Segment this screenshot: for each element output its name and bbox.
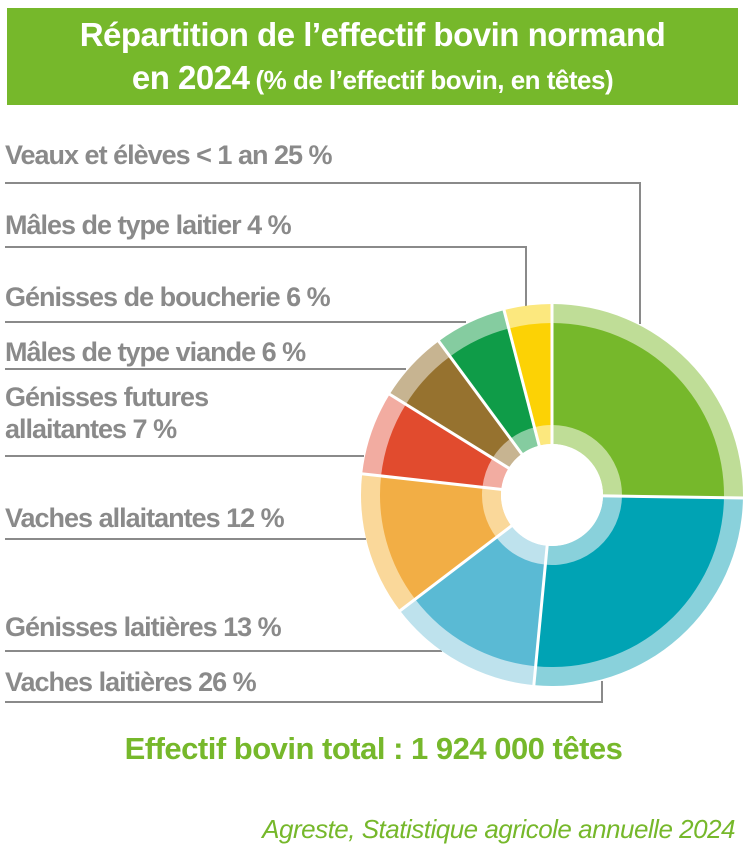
leader-line-veaux-h bbox=[5, 182, 641, 184]
title-year: en 2024 bbox=[131, 58, 250, 96]
donut-segment-genisses-laitieres bbox=[415, 537, 546, 667]
callout-label-males-viande: Mâles de type viande 6 % bbox=[5, 337, 306, 367]
donut-segment-genisses-de-boucherie bbox=[450, 328, 535, 439]
callout-label-veaux: Veaux et élèves < 1 an 25 % bbox=[5, 140, 332, 170]
donut-chart bbox=[360, 302, 745, 688]
donut-segment-males-de-type-laitier bbox=[508, 323, 552, 428]
title-line-2: en 2024 (% de l’effectif bovin, en têtes) bbox=[7, 57, 738, 99]
callout-label-genisses-laitieres: Génisses laitières 13 % bbox=[5, 612, 282, 642]
leader-line-genisses-laitieres-h bbox=[5, 650, 442, 652]
callout-label-genisses-boucherie: Génisses de boucherie 6 % bbox=[5, 282, 331, 312]
leader-line-males-laitier-v bbox=[525, 246, 527, 306]
donut-hole bbox=[501, 444, 603, 546]
donut-segment-veaux-et-eleves-1-an bbox=[552, 323, 724, 498]
leader-line-vaches-laitieres-v bbox=[601, 681, 603, 703]
donut-segment-vaches-allaitantes bbox=[380, 475, 497, 600]
chart-title-banner: Répartition de l’effectif bovin normand … bbox=[7, 8, 738, 105]
leader-line-veaux-v bbox=[639, 182, 641, 324]
leader-line-males-viande-h bbox=[5, 368, 406, 370]
leader-line-vaches-laitieres-h bbox=[5, 701, 603, 703]
title-line-1: Répartition de l’effectif bovin normand bbox=[79, 16, 666, 54]
total-label: Effectif bovin total : 1 924 000 têtes bbox=[124, 731, 623, 766]
callout-label-vaches-laitieres: Vaches laitières 26 % bbox=[5, 667, 257, 697]
donut-segment-vaches-laitieres bbox=[535, 496, 724, 667]
leader-line-males-laitier-h bbox=[5, 246, 527, 248]
callout-label-genisses-futures: Génisses futures allaitantes 7 % bbox=[5, 382, 209, 445]
callout-label-males-laitier: Mâles de type laitier 4 % bbox=[5, 210, 292, 240]
title-subtitle: (% de l’effectif bovin, en têtes) bbox=[255, 64, 614, 95]
source-credit: Agreste, Statistique agricole annuelle 2… bbox=[262, 814, 735, 844]
callout-label-vaches-allaitantes: Vaches allaitantes 12 % bbox=[5, 503, 285, 533]
donut-segment-males-de-type-viande bbox=[405, 356, 511, 459]
leader-line-vaches-allaitantes-h bbox=[5, 538, 366, 540]
leader-line-genisses-futures-h bbox=[5, 455, 364, 457]
donut-segment-genisses-futures-allaitantes bbox=[381, 404, 493, 488]
leader-line-genisses-boucherie-h bbox=[5, 321, 466, 323]
